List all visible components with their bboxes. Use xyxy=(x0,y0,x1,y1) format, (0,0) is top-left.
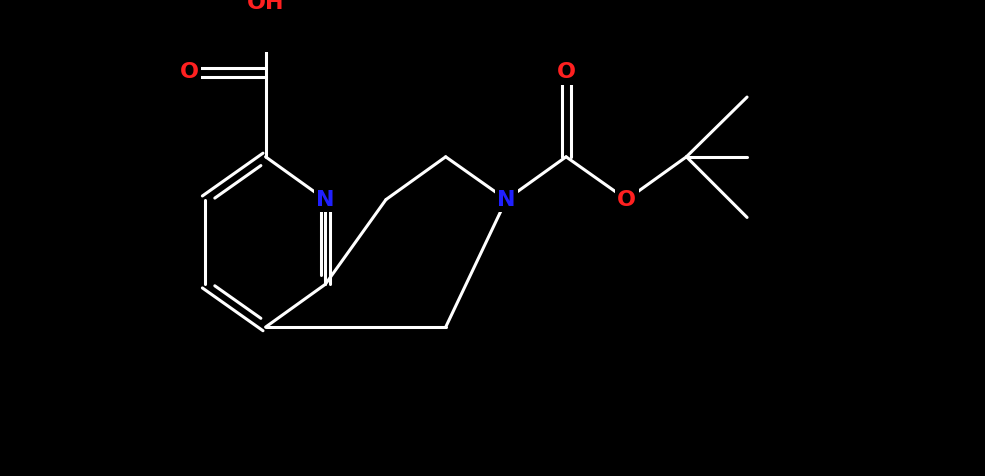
Text: N: N xyxy=(316,189,335,209)
Text: O: O xyxy=(557,62,575,82)
Text: N: N xyxy=(497,189,515,209)
Text: O: O xyxy=(618,189,636,209)
Text: OH: OH xyxy=(247,0,285,13)
Text: O: O xyxy=(179,62,198,82)
